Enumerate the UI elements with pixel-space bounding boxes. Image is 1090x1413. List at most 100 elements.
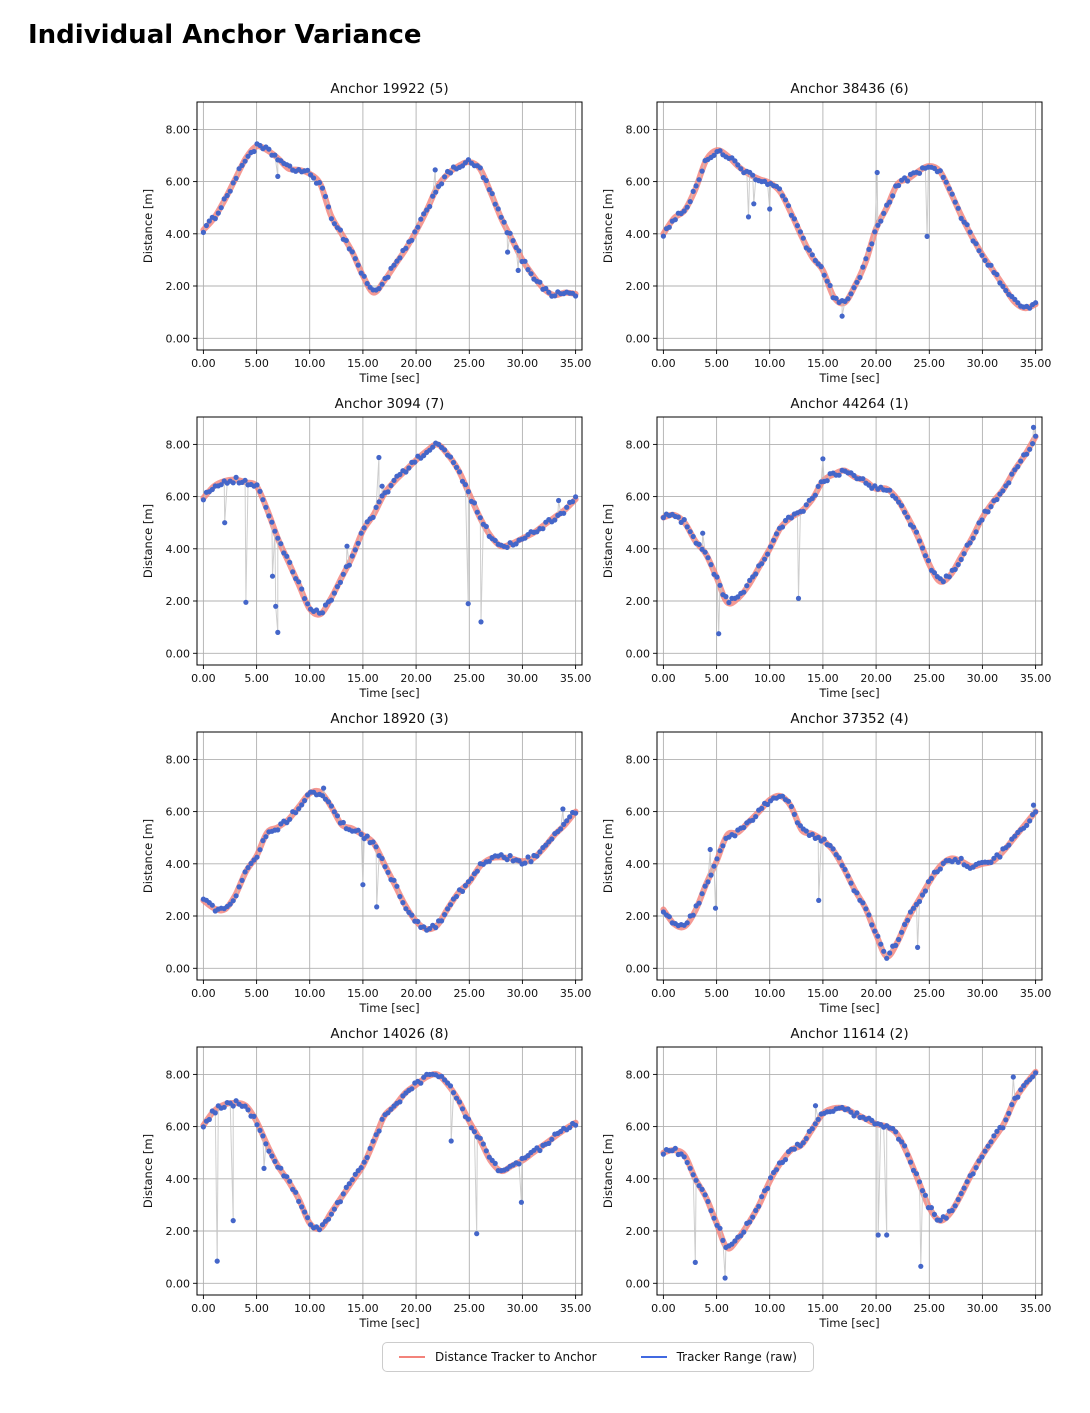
x-tick-label: 0.00: [651, 672, 676, 685]
x-tick-label: 0.00: [651, 987, 676, 1000]
chart-title: Anchor 38436 (6): [790, 81, 908, 97]
y-tick-label: 0.00: [166, 332, 191, 345]
plot-frame: [656, 1046, 1043, 1296]
chart-title: Anchor 19922 (5): [330, 81, 448, 97]
raw-range-dots: [200, 1071, 579, 1264]
x-tick-label: 10.00: [754, 987, 786, 1000]
plot-frame: [196, 1046, 583, 1296]
y-axis-label: Distance [m]: [141, 189, 155, 263]
y-axis-label: Distance [m]: [601, 819, 615, 893]
legend-item-distance-tracker: Distance Tracker to Anchor: [399, 1350, 597, 1364]
y-tick-label: 2.00: [166, 280, 191, 293]
x-tick-label: 25.00: [914, 357, 946, 370]
x-axis-label: Time [sec]: [818, 1316, 879, 1330]
y-axis-label: Distance [m]: [141, 1134, 155, 1208]
x-tick-label: 25.00: [454, 987, 486, 1000]
x-axis-label: Time [sec]: [818, 686, 879, 700]
x-tick-label: 25.00: [454, 1302, 486, 1315]
x-tick-label: 0.00: [651, 357, 676, 370]
x-tick-label: 10.00: [754, 1302, 786, 1315]
charts-grid: 0.00 5.00 10.00 15.00 20.00 25.00 30.00 35.00 0.…: [138, 78, 1090, 1338]
anchor-chart-44264: 0.00 5.00 10.00 15.00 20.00 25.00 30.00 35.00 0.…: [601, 396, 1052, 700]
y-tick-label: 0.00: [626, 1277, 651, 1290]
y-tick-label: 4.00: [626, 1173, 651, 1186]
y-tick-label: 2.00: [626, 1225, 651, 1238]
raw-range-connector-line: [202, 1073, 576, 1262]
x-axis-label: Time [sec]: [358, 1316, 419, 1330]
x-tick-label: 15.00: [347, 672, 379, 685]
y-tick-label: 6.00: [166, 806, 191, 819]
x-tick-label: 35.00: [1020, 672, 1052, 685]
x-axis-label: Time [sec]: [358, 1001, 419, 1015]
x-tick-label: 20.00: [400, 987, 432, 1000]
y-tick-label: 6.00: [166, 1121, 191, 1134]
x-tick-label: 10.00: [754, 672, 786, 685]
y-tick-label: 2.00: [626, 595, 651, 608]
y-tick-label: 4.00: [166, 543, 191, 556]
x-tick-label: 35.00: [560, 1302, 592, 1315]
plot-frame: [196, 416, 583, 666]
x-tick-label: 5.00: [244, 1302, 268, 1315]
y-tick-label: 6.00: [626, 491, 651, 504]
legend-label-tracker-range: Tracker Range (raw): [676, 1350, 797, 1364]
raw-range-connector-line: [202, 143, 576, 297]
x-tick-label: 0.00: [191, 987, 216, 1000]
x-tick-label: 10.00: [294, 357, 326, 370]
tracker-distance-curve: [660, 147, 1039, 312]
y-tick-label: 0.00: [166, 1277, 191, 1290]
raw-range-dots: [660, 793, 1039, 961]
y-tick-label: 6.00: [626, 806, 651, 819]
y-tick-label: 0.00: [166, 962, 191, 975]
x-tick-label: 30.00: [967, 987, 999, 1000]
x-tick-label: 30.00: [507, 1302, 539, 1315]
y-tick-label: 0.00: [166, 647, 191, 660]
x-tick-label: 10.00: [294, 1302, 326, 1315]
raw-range-connector-line: [662, 1072, 1036, 1279]
x-tick-label: 30.00: [967, 357, 999, 370]
y-tick-label: 4.00: [626, 228, 651, 241]
x-tick-label: 20.00: [400, 357, 432, 370]
anchor-chart-19922: 0.00 5.00 10.00 15.00 20.00 25.00 30.00 35.00 0.…: [141, 81, 591, 385]
x-tick-label: 15.00: [347, 987, 379, 1000]
x-tick-label: 5.00: [704, 672, 729, 685]
x-tick-label: 35.00: [1020, 1302, 1052, 1315]
raw-range-dots: [200, 440, 579, 635]
y-tick-label: 8.00: [626, 123, 651, 136]
chart-title: Anchor 18920 (3): [330, 711, 448, 727]
y-tick-label: 4.00: [166, 1173, 191, 1186]
y-tick-label: 2.00: [166, 595, 191, 608]
x-tick-label: 0.00: [191, 1302, 216, 1315]
plot-frame: [196, 731, 583, 981]
figure-legend: Distance Tracker to Anchor Tracker Range…: [138, 1342, 1058, 1372]
x-tick-label: 15.00: [807, 357, 839, 370]
y-axis-label: Distance [m]: [141, 504, 155, 578]
chart-title: Anchor 11614 (2): [790, 1026, 908, 1042]
x-tick-label: 30.00: [507, 987, 539, 1000]
x-tick-label: 25.00: [914, 672, 946, 685]
y-tick-label: 8.00: [166, 438, 191, 451]
x-tick-label: 0.00: [191, 672, 216, 685]
x-tick-label: 0.00: [191, 357, 216, 370]
x-tick-label: 25.00: [454, 672, 486, 685]
raw-range-dots: [200, 141, 579, 299]
x-tick-label: 15.00: [807, 1302, 839, 1315]
x-tick-label: 5.00: [244, 672, 268, 685]
x-tick-label: 20.00: [400, 1302, 432, 1315]
raw-range-dots: [660, 1070, 1039, 1281]
y-tick-label: 2.00: [626, 280, 651, 293]
x-tick-label: 20.00: [860, 1302, 892, 1315]
legend-label-distance-tracker: Distance Tracker to Anchor: [435, 1350, 597, 1364]
x-axis-label: Time [sec]: [358, 371, 419, 385]
y-tick-label: 8.00: [626, 1068, 651, 1081]
legend-box: Distance Tracker to Anchor Tracker Range…: [382, 1342, 814, 1372]
x-tick-label: 20.00: [860, 357, 892, 370]
x-tick-label: 35.00: [560, 987, 592, 1000]
x-tick-label: 30.00: [507, 357, 539, 370]
y-axis-label: Distance [m]: [141, 819, 155, 893]
y-tick-label: 4.00: [626, 858, 651, 871]
x-tick-label: 5.00: [704, 1302, 729, 1315]
y-tick-label: 4.00: [166, 228, 191, 241]
x-tick-label: 5.00: [704, 987, 729, 1000]
x-tick-label: 15.00: [807, 987, 839, 1000]
